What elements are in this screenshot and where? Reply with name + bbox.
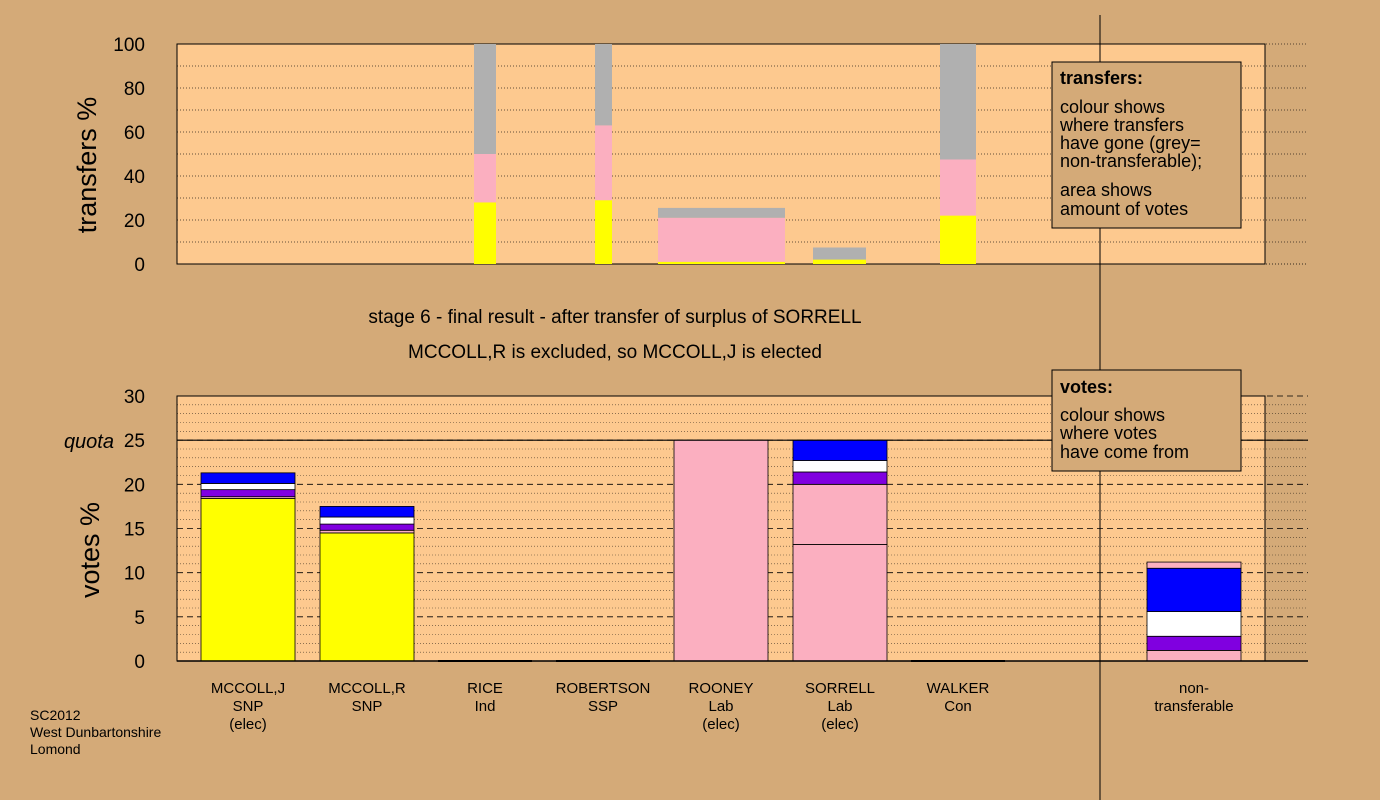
votes-y-tick-label: 5 — [134, 608, 145, 629]
votes-legend-box — [1051, 369, 1242, 472]
candidate-label: ROONEY — [688, 680, 753, 697]
vote-bar-segment — [319, 506, 415, 518]
candidate-label: (elec) — [821, 716, 859, 733]
candidate-label: SORRELL — [805, 680, 875, 697]
votes-legend-line: colour shows — [1060, 405, 1165, 425]
candidate-label: Lab — [827, 698, 852, 715]
transfer-bar-segment — [595, 200, 612, 264]
vote-bar-segment — [200, 483, 296, 491]
vote-bar-segment — [792, 460, 888, 473]
votes-legend-line: have come from — [1060, 442, 1189, 462]
candidate-label: SNP — [233, 698, 264, 715]
nontransferable-label: non- — [1179, 680, 1209, 697]
footer-line: West Dunbartonshire — [30, 724, 161, 740]
votes-legend-title: votes: — [1060, 377, 1113, 397]
vote-bar-segment — [1146, 635, 1242, 651]
votes-y-axis-title: votes % — [75, 502, 105, 598]
candidate-label: Lab — [708, 698, 733, 715]
transfer-bar-segment — [595, 44, 612, 126]
vote-bar-segment — [1146, 567, 1242, 612]
candidate-label: MCCOLL,R — [328, 680, 406, 697]
vote-bar-segment — [792, 439, 888, 461]
transfers-legend-box — [1051, 61, 1242, 229]
transfers-y-tick-label: 20 — [124, 211, 145, 232]
candidate-label: RICE — [467, 680, 503, 697]
votes-y-tick-label: 25 — [124, 431, 145, 452]
candidate-label: WALKER — [927, 680, 990, 697]
transfer-bar-segment — [940, 215, 976, 264]
votes-y-tick-label: 0 — [134, 652, 145, 673]
candidate-label: SSP — [588, 698, 618, 715]
footer-line: Lomond — [30, 741, 81, 757]
nontransferable-label: transferable — [1154, 698, 1233, 715]
transfers-y-tick-label: 40 — [124, 167, 145, 188]
transfer-bar-segment — [813, 247, 866, 260]
candidate-label: MCCOLL,J — [211, 680, 285, 697]
votes-y-tick-label: 10 — [124, 564, 145, 585]
vote-bar-segment — [673, 439, 769, 662]
vote-bar-segment — [1146, 611, 1242, 637]
footer-line: SC2012 — [30, 707, 81, 723]
votes-y-tick-label: 30 — [124, 387, 145, 408]
vote-bar-segment — [200, 472, 296, 484]
transfers-legend-line: colour shows — [1060, 97, 1165, 117]
votes-bars — [200, 439, 1242, 662]
transfer-bar-segment — [474, 202, 496, 264]
candidate-label: ROBERTSON — [556, 680, 651, 697]
transfers-legend: transfers: colour shows where transfers … — [1051, 61, 1242, 229]
transfers-y-tick-label: 80 — [124, 79, 145, 100]
transfers-legend-line: where transfers — [1059, 115, 1184, 135]
stage-caption-line1: stage 6 - final result - after transfer … — [368, 307, 861, 328]
votes-y-tick-label: 20 — [124, 475, 145, 496]
candidate-label: Con — [944, 698, 972, 715]
transfers-y-axis-title: transfers % — [72, 97, 102, 234]
vote-bar-segment — [1146, 561, 1242, 569]
transfer-bar-segment — [940, 44, 976, 160]
vote-bar-segment — [319, 532, 415, 662]
transfer-bar-segment — [940, 159, 976, 216]
transfer-bar-segment — [658, 217, 785, 262]
candidate-label: (elec) — [229, 716, 267, 733]
transfer-bar-segment — [658, 207, 785, 218]
transfers-y-tick-label: 60 — [124, 123, 145, 144]
transfer-bar-segment — [474, 44, 496, 154]
vote-bar-segment — [319, 523, 415, 531]
transfers-legend-line: have gone (grey= — [1060, 133, 1201, 153]
transfer-bar-segment — [813, 259, 866, 264]
transfer-bar-segment — [595, 125, 612, 201]
vote-bar-segment — [200, 498, 296, 662]
vote-bar-segment — [792, 544, 888, 662]
transfers-y-tick-label: 0 — [134, 255, 145, 276]
transfers-y-ticks: 0 20 40 60 80 100 — [113, 35, 145, 276]
candidate-label: Ind — [475, 698, 496, 715]
transfer-bar-segment — [474, 154, 496, 203]
votes-legend: votes: colour shows where votes have com… — [1051, 369, 1242, 472]
quota-label: quota — [64, 431, 114, 453]
vote-bar-segment — [1146, 650, 1242, 662]
vote-bar-segment — [792, 471, 888, 485]
transfer-bar-segment — [658, 261, 785, 264]
candidate-label: (elec) — [702, 716, 740, 733]
transfers-bars — [474, 44, 976, 264]
transfers-legend-title: transfers: — [1060, 68, 1143, 88]
transfers-legend-line: non-transferable); — [1060, 151, 1202, 171]
vote-bar-segment — [792, 483, 888, 545]
candidate-label: SNP — [352, 698, 383, 715]
transfers-legend-line: area shows — [1060, 180, 1152, 200]
votes-y-tick-label: 15 — [124, 520, 145, 541]
transfers-legend-line: amount of votes — [1060, 199, 1188, 219]
stage-caption-line2: MCCOLL,R is excluded, so MCCOLL,J is ele… — [408, 342, 822, 363]
vote-bar-segment — [200, 489, 296, 498]
candidate-labels: MCCOLL,JSNP(elec)MCCOLL,RSNPRICEIndROBER… — [211, 680, 1234, 733]
vote-bar-segment — [319, 516, 415, 525]
votes-legend-line: where votes — [1059, 423, 1157, 443]
transfers-y-tick-label: 100 — [113, 35, 145, 56]
votes-y-ticks: 0 5 10 15 20 25 30 — [124, 387, 145, 673]
